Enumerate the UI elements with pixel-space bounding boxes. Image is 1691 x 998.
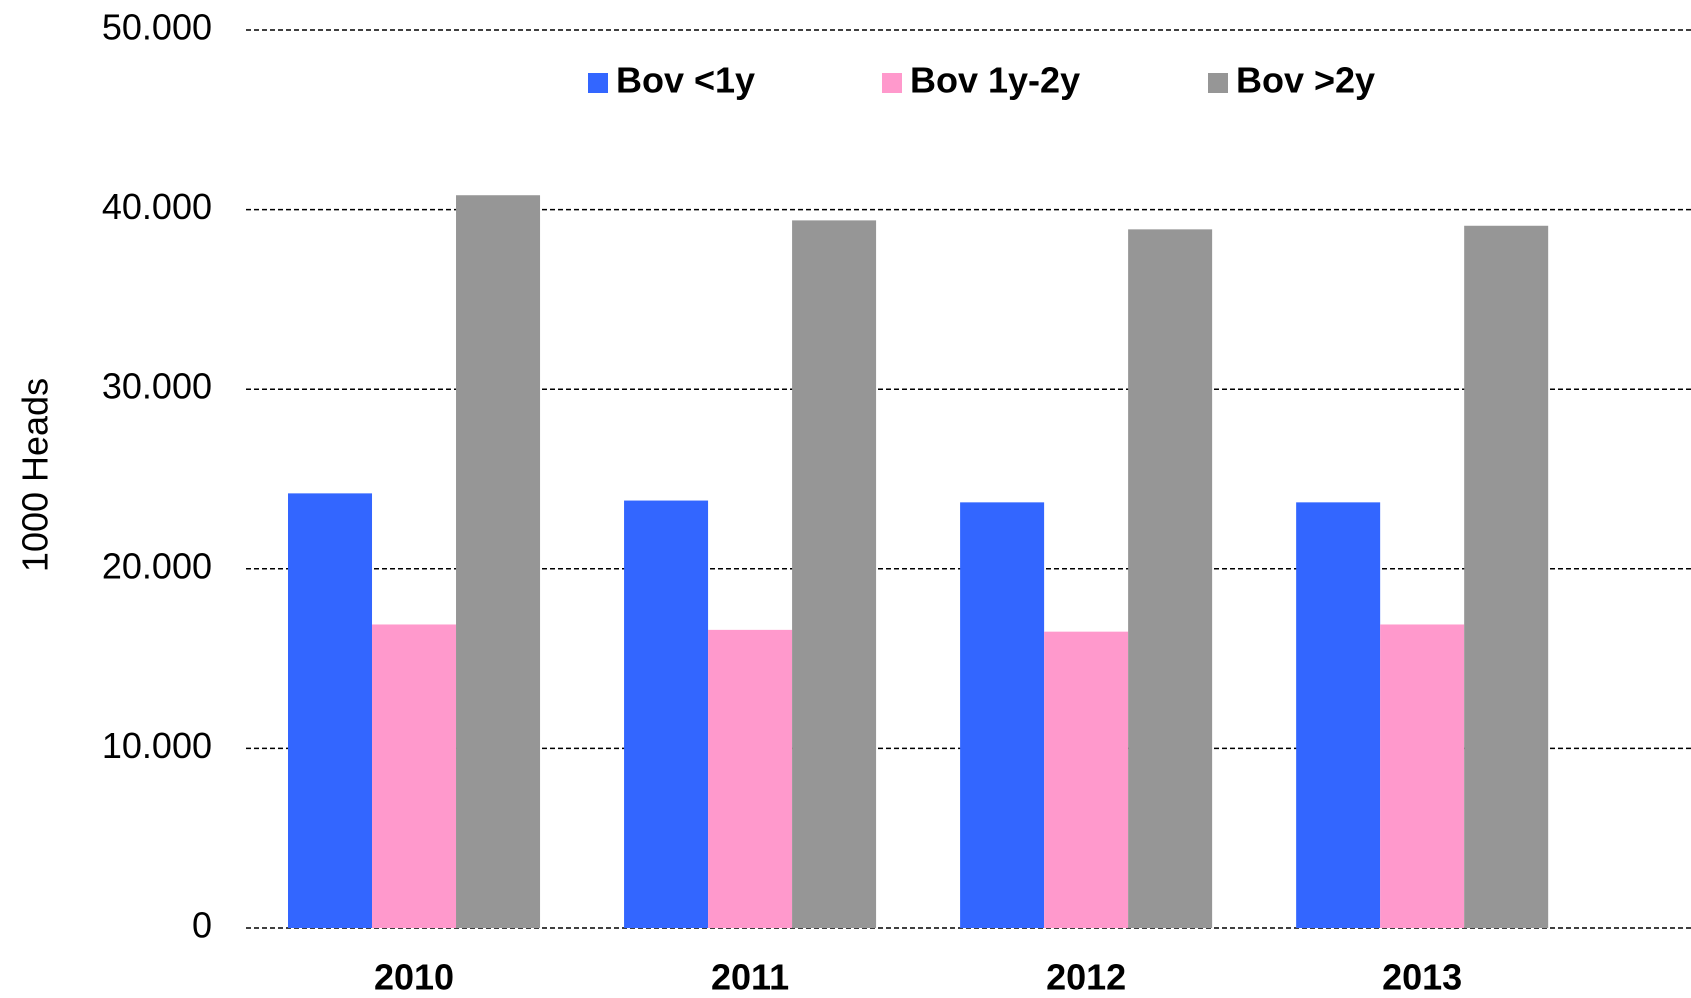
bar [288, 493, 373, 928]
bar [1128, 229, 1213, 928]
y-tick-label: 20.000 [102, 545, 212, 586]
y-tick-label: 30.000 [102, 366, 212, 407]
bar [1380, 624, 1465, 928]
x-tick-label: 2013 [1382, 957, 1462, 998]
y-axis-label: 1000 Heads [15, 378, 56, 572]
bar [1044, 631, 1129, 928]
x-tick-label: 2010 [374, 957, 454, 998]
y-tick-label: 10.000 [102, 725, 212, 766]
bar [708, 629, 793, 928]
x-tick-label: 2011 [711, 957, 789, 998]
legend-label: Bov >2y [1236, 60, 1375, 101]
bar [1296, 502, 1381, 928]
legend-swatch [588, 73, 608, 93]
legend-label: Bov 1y-2y [910, 60, 1080, 101]
bar [624, 500, 709, 928]
bar [792, 220, 877, 929]
y-tick-label: 50.000 [102, 7, 212, 48]
legend-label: Bov <1y [616, 60, 755, 101]
bar [960, 502, 1045, 928]
bar [456, 195, 541, 928]
x-tick-label: 2012 [1046, 957, 1126, 998]
bar [372, 624, 457, 928]
legend-swatch [882, 73, 902, 93]
legend-swatch [1208, 73, 1228, 93]
bar [1464, 225, 1549, 928]
y-tick-label: 40.000 [102, 186, 212, 227]
y-tick-label: 0 [192, 905, 212, 946]
